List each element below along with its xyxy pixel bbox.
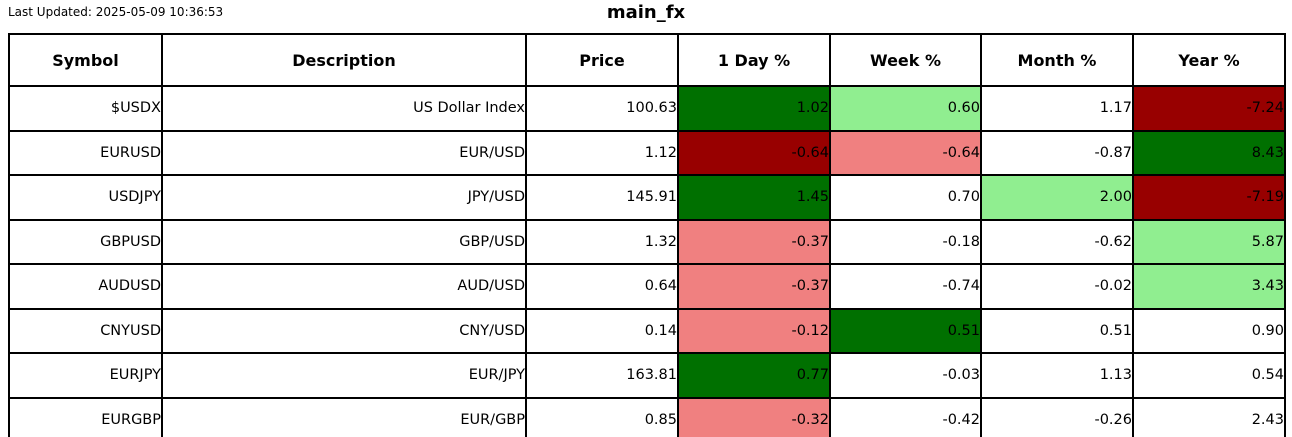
cell-month: 2.00 [980,174,1134,221]
cell-year: 5.87 [1132,218,1286,265]
cell-week: 0.70 [829,174,982,221]
cell-week: -0.42 [829,396,982,437]
cell-year: 0.90 [1132,307,1286,354]
cell-month: -0.02 [980,263,1134,310]
cell-symbol: AUDUSD [8,263,163,310]
table-header-row: Symbol Description Price 1 Day % Week % Month… [8,33,1286,87]
cell-year: 2.43 [1132,396,1286,437]
cell-day: -0.37 [677,263,831,310]
cell-symbol: EURJPY [8,352,163,399]
cell-symbol: $USDX [8,85,163,132]
cell-description: EUR/USD [161,129,527,176]
cell-day: -0.32 [677,396,831,437]
column-header-week-pct: Week % [829,33,982,87]
cell-symbol: USDJPY [8,174,163,221]
cell-description: EUR/JPY [161,352,527,399]
table-row: USDJPY JPY/USD 145.91 1.45 0.70 2.00 -7.19 [8,174,1286,221]
cell-week: -0.74 [829,263,982,310]
cell-year: -7.24 [1132,85,1286,132]
cell-symbol: GBPUSD [8,218,163,265]
cell-description: AUD/USD [161,263,527,310]
cell-description: EUR/GBP [161,396,527,437]
cell-day: -0.64 [677,129,831,176]
cell-symbol: CNYUSD [8,307,163,354]
cell-month: -0.87 [980,129,1134,176]
cell-week: -0.64 [829,129,982,176]
cell-month: 0.51 [980,307,1134,354]
cell-month: 1.17 [980,85,1134,132]
column-header-description: Description [161,33,527,87]
cell-symbol: EURUSD [8,129,163,176]
table-row: AUDUSD AUD/USD 0.64 -0.37 -0.74 -0.02 3.43 [8,263,1286,310]
table-row: EURGBP EUR/GBP 0.85 -0.32 -0.42 -0.26 2.43 [8,396,1286,437]
cell-week: -0.18 [829,218,982,265]
cell-year: 8.43 [1132,129,1286,176]
cell-year: -7.19 [1132,174,1286,221]
cell-month: -0.26 [980,396,1134,437]
table-row: EURJPY EUR/JPY 163.81 0.77 -0.03 1.13 0.54 [8,352,1286,399]
cell-year: 3.43 [1132,263,1286,310]
cell-week: -0.03 [829,352,982,399]
cell-price: 0.64 [525,263,679,310]
fx-table: Symbol Description Price 1 Day % Week % Month… [8,33,1286,437]
cell-price: 1.12 [525,129,679,176]
cell-price: 0.85 [525,396,679,437]
column-header-month-pct: Month % [980,33,1134,87]
cell-price: 163.81 [525,352,679,399]
cell-day: 0.77 [677,352,831,399]
cell-week: 0.51 [829,307,982,354]
cell-price: 145.91 [525,174,679,221]
cell-day: 1.45 [677,174,831,221]
table-row: $USDX US Dollar Index 100.63 1.02 0.60 1.17 -7… [8,85,1286,132]
column-header-1-day-pct: 1 Day % [677,33,831,87]
cell-week: 0.60 [829,85,982,132]
cell-price: 0.14 [525,307,679,354]
page-title: main_fx [606,2,686,23]
cell-price: 1.32 [525,218,679,265]
cell-year: 0.54 [1132,352,1286,399]
cell-description: GBP/USD [161,218,527,265]
column-header-symbol: Symbol [8,33,163,87]
cell-description: JPY/USD [161,174,527,221]
table-row: EURUSD EUR/USD 1.12 -0.64 -0.64 -0.87 8.43 [8,129,1286,176]
table-row: GBPUSD GBP/USD 1.32 -0.37 -0.18 -0.62 5.87 [8,218,1286,265]
cell-day: -0.37 [677,218,831,265]
table-row: CNYUSD CNY/USD 0.14 -0.12 0.51 0.51 0.90 [8,307,1286,354]
cell-day: 1.02 [677,85,831,132]
cell-symbol: EURGBP [8,396,163,437]
column-header-year-pct: Year % [1132,33,1286,87]
last-updated-label: Last Updated: 2025-05-09 10:36:53 [8,5,224,19]
cell-description: CNY/USD [161,307,527,354]
cell-day: -0.12 [677,307,831,354]
cell-description: US Dollar Index [161,85,527,132]
cell-month: 1.13 [980,352,1134,399]
column-header-price: Price [525,33,679,87]
cell-month: -0.62 [980,218,1134,265]
cell-price: 100.63 [525,85,679,132]
